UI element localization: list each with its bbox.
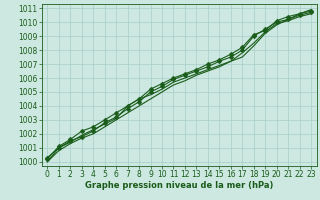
X-axis label: Graphe pression niveau de la mer (hPa): Graphe pression niveau de la mer (hPa) [85, 181, 273, 190]
